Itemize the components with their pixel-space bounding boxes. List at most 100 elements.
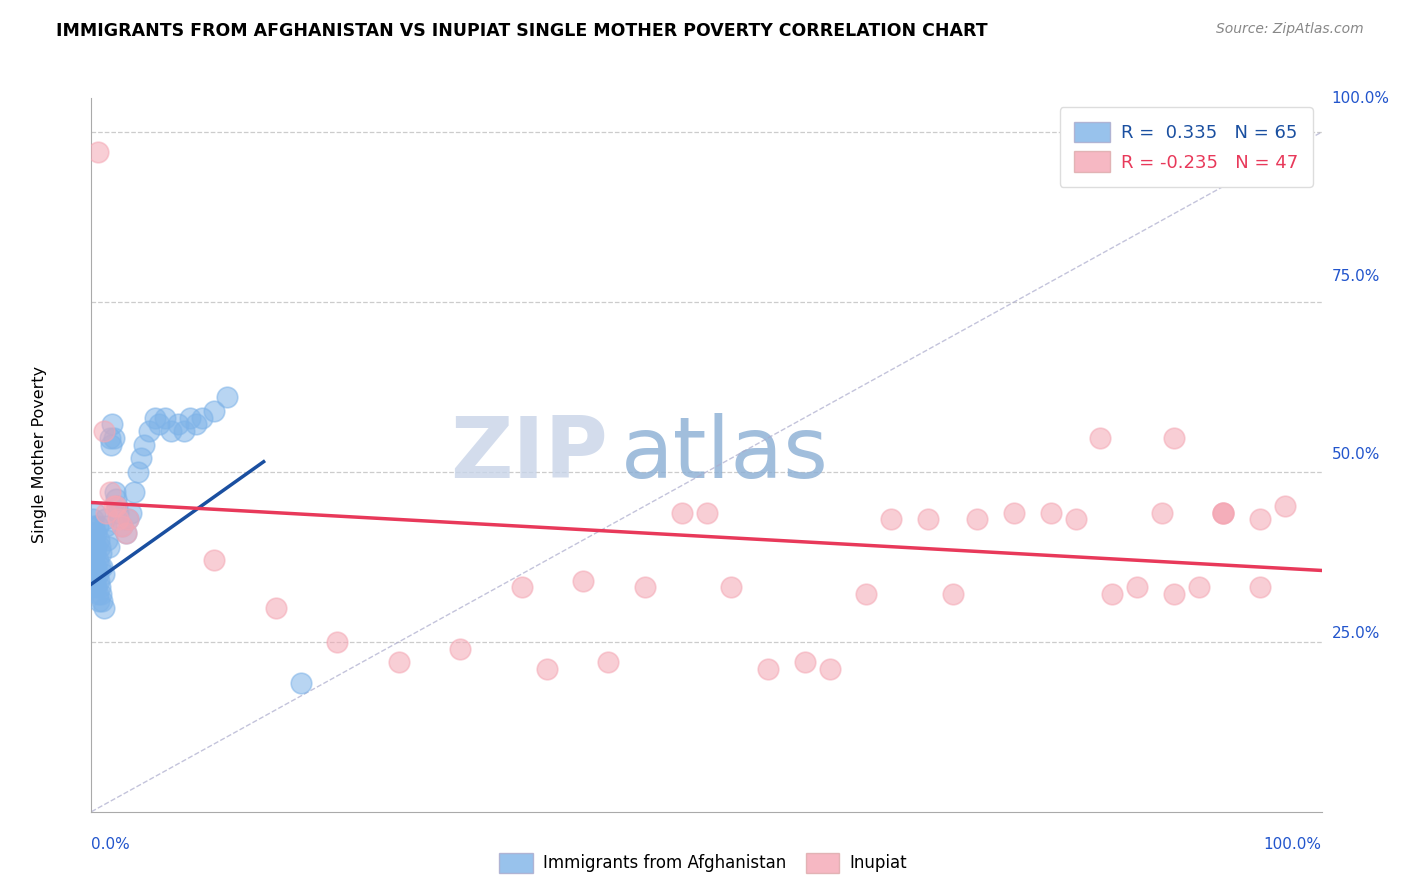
Point: [84, 560, 107, 574]
Point: [91, 594, 114, 608]
Point: [86, 526, 108, 541]
Point: [153, 410, 177, 425]
Point: [179, 410, 201, 425]
Point: [114, 526, 138, 541]
Point: [111, 519, 134, 533]
Text: 100.0%: 100.0%: [1331, 91, 1389, 105]
Point: [82, 526, 104, 541]
Point: [145, 410, 166, 425]
Point: [388, 655, 411, 669]
Text: 100.0%: 100.0%: [1264, 837, 1322, 852]
Point: [86, 553, 108, 567]
Point: [93, 566, 115, 581]
Point: [855, 587, 877, 601]
Point: [191, 410, 214, 425]
Point: [105, 492, 127, 507]
Text: IMMIGRANTS FROM AFGHANISTAN VS INUPIAT SINGLE MOTHER POVERTY CORRELATION CHART: IMMIGRANTS FROM AFGHANISTAN VS INUPIAT S…: [56, 22, 988, 40]
Point: [1039, 506, 1063, 520]
Point: [166, 417, 188, 432]
Point: [124, 485, 146, 500]
Point: [117, 512, 139, 526]
Point: [1163, 587, 1185, 601]
Point: [96, 519, 117, 533]
Point: [87, 533, 110, 547]
Point: [86, 566, 108, 581]
Point: [572, 574, 595, 588]
Text: atlas: atlas: [620, 413, 828, 497]
Point: [86, 519, 108, 533]
Point: [202, 403, 225, 417]
Point: [84, 546, 107, 560]
Point: [326, 635, 349, 649]
Text: Source: ZipAtlas.com: Source: ZipAtlas.com: [1216, 22, 1364, 37]
Point: [148, 417, 170, 432]
Point: [264, 600, 287, 615]
Point: [89, 581, 111, 595]
Point: [105, 499, 127, 513]
Point: [86, 540, 108, 554]
Point: [90, 546, 112, 560]
Point: [127, 465, 149, 479]
Point: [111, 519, 134, 533]
Point: [202, 553, 225, 567]
Legend: R =  0.335   N = 65, R = -0.235   N = 47: R = 0.335 N = 65, R = -0.235 N = 47: [1060, 107, 1313, 186]
Point: [290, 675, 312, 690]
Point: [129, 451, 152, 466]
Point: [917, 512, 939, 526]
Point: [94, 512, 117, 526]
Point: [98, 485, 121, 500]
Point: [1163, 431, 1185, 445]
Legend: Immigrants from Afghanistan, Inupiat: Immigrants from Afghanistan, Inupiat: [492, 847, 914, 880]
Text: ZIP: ZIP: [450, 413, 607, 497]
Point: [756, 662, 779, 676]
Point: [1249, 512, 1271, 526]
Point: [104, 485, 127, 500]
Point: [818, 662, 841, 676]
Point: [117, 512, 139, 526]
Point: [671, 506, 693, 520]
Point: [86, 581, 108, 595]
Text: 25.0%: 25.0%: [1331, 626, 1379, 640]
Text: 0.0%: 0.0%: [91, 837, 131, 852]
Point: [107, 506, 129, 520]
Point: [120, 506, 142, 520]
Point: [84, 574, 107, 588]
Point: [449, 641, 471, 656]
Point: [941, 587, 963, 601]
Point: [105, 499, 128, 513]
Point: [966, 512, 988, 526]
Point: [83, 519, 105, 533]
Point: [1249, 581, 1271, 595]
Point: [1002, 506, 1025, 520]
Point: [173, 424, 195, 438]
Point: [98, 431, 121, 445]
Point: [103, 499, 125, 513]
Point: [634, 581, 657, 595]
Point: [84, 506, 107, 520]
Point: [97, 540, 120, 554]
Point: [96, 506, 117, 520]
Point: [596, 655, 619, 669]
Point: [793, 655, 815, 669]
Point: [86, 145, 108, 160]
Point: [1064, 512, 1087, 526]
Point: [1150, 506, 1173, 520]
Point: [93, 600, 115, 615]
Point: [880, 512, 903, 526]
Point: [82, 553, 104, 567]
Point: [184, 417, 207, 432]
Point: [536, 662, 558, 676]
Point: [91, 560, 114, 574]
Point: [87, 574, 110, 588]
Point: [1101, 587, 1123, 601]
Point: [1212, 506, 1234, 520]
Point: [1187, 581, 1209, 595]
Point: [107, 512, 129, 526]
Point: [1212, 506, 1234, 520]
Point: [134, 438, 156, 452]
Point: [1212, 506, 1234, 520]
Point: [695, 506, 717, 520]
Point: [83, 533, 105, 547]
Point: [87, 594, 110, 608]
Point: [1126, 581, 1149, 595]
